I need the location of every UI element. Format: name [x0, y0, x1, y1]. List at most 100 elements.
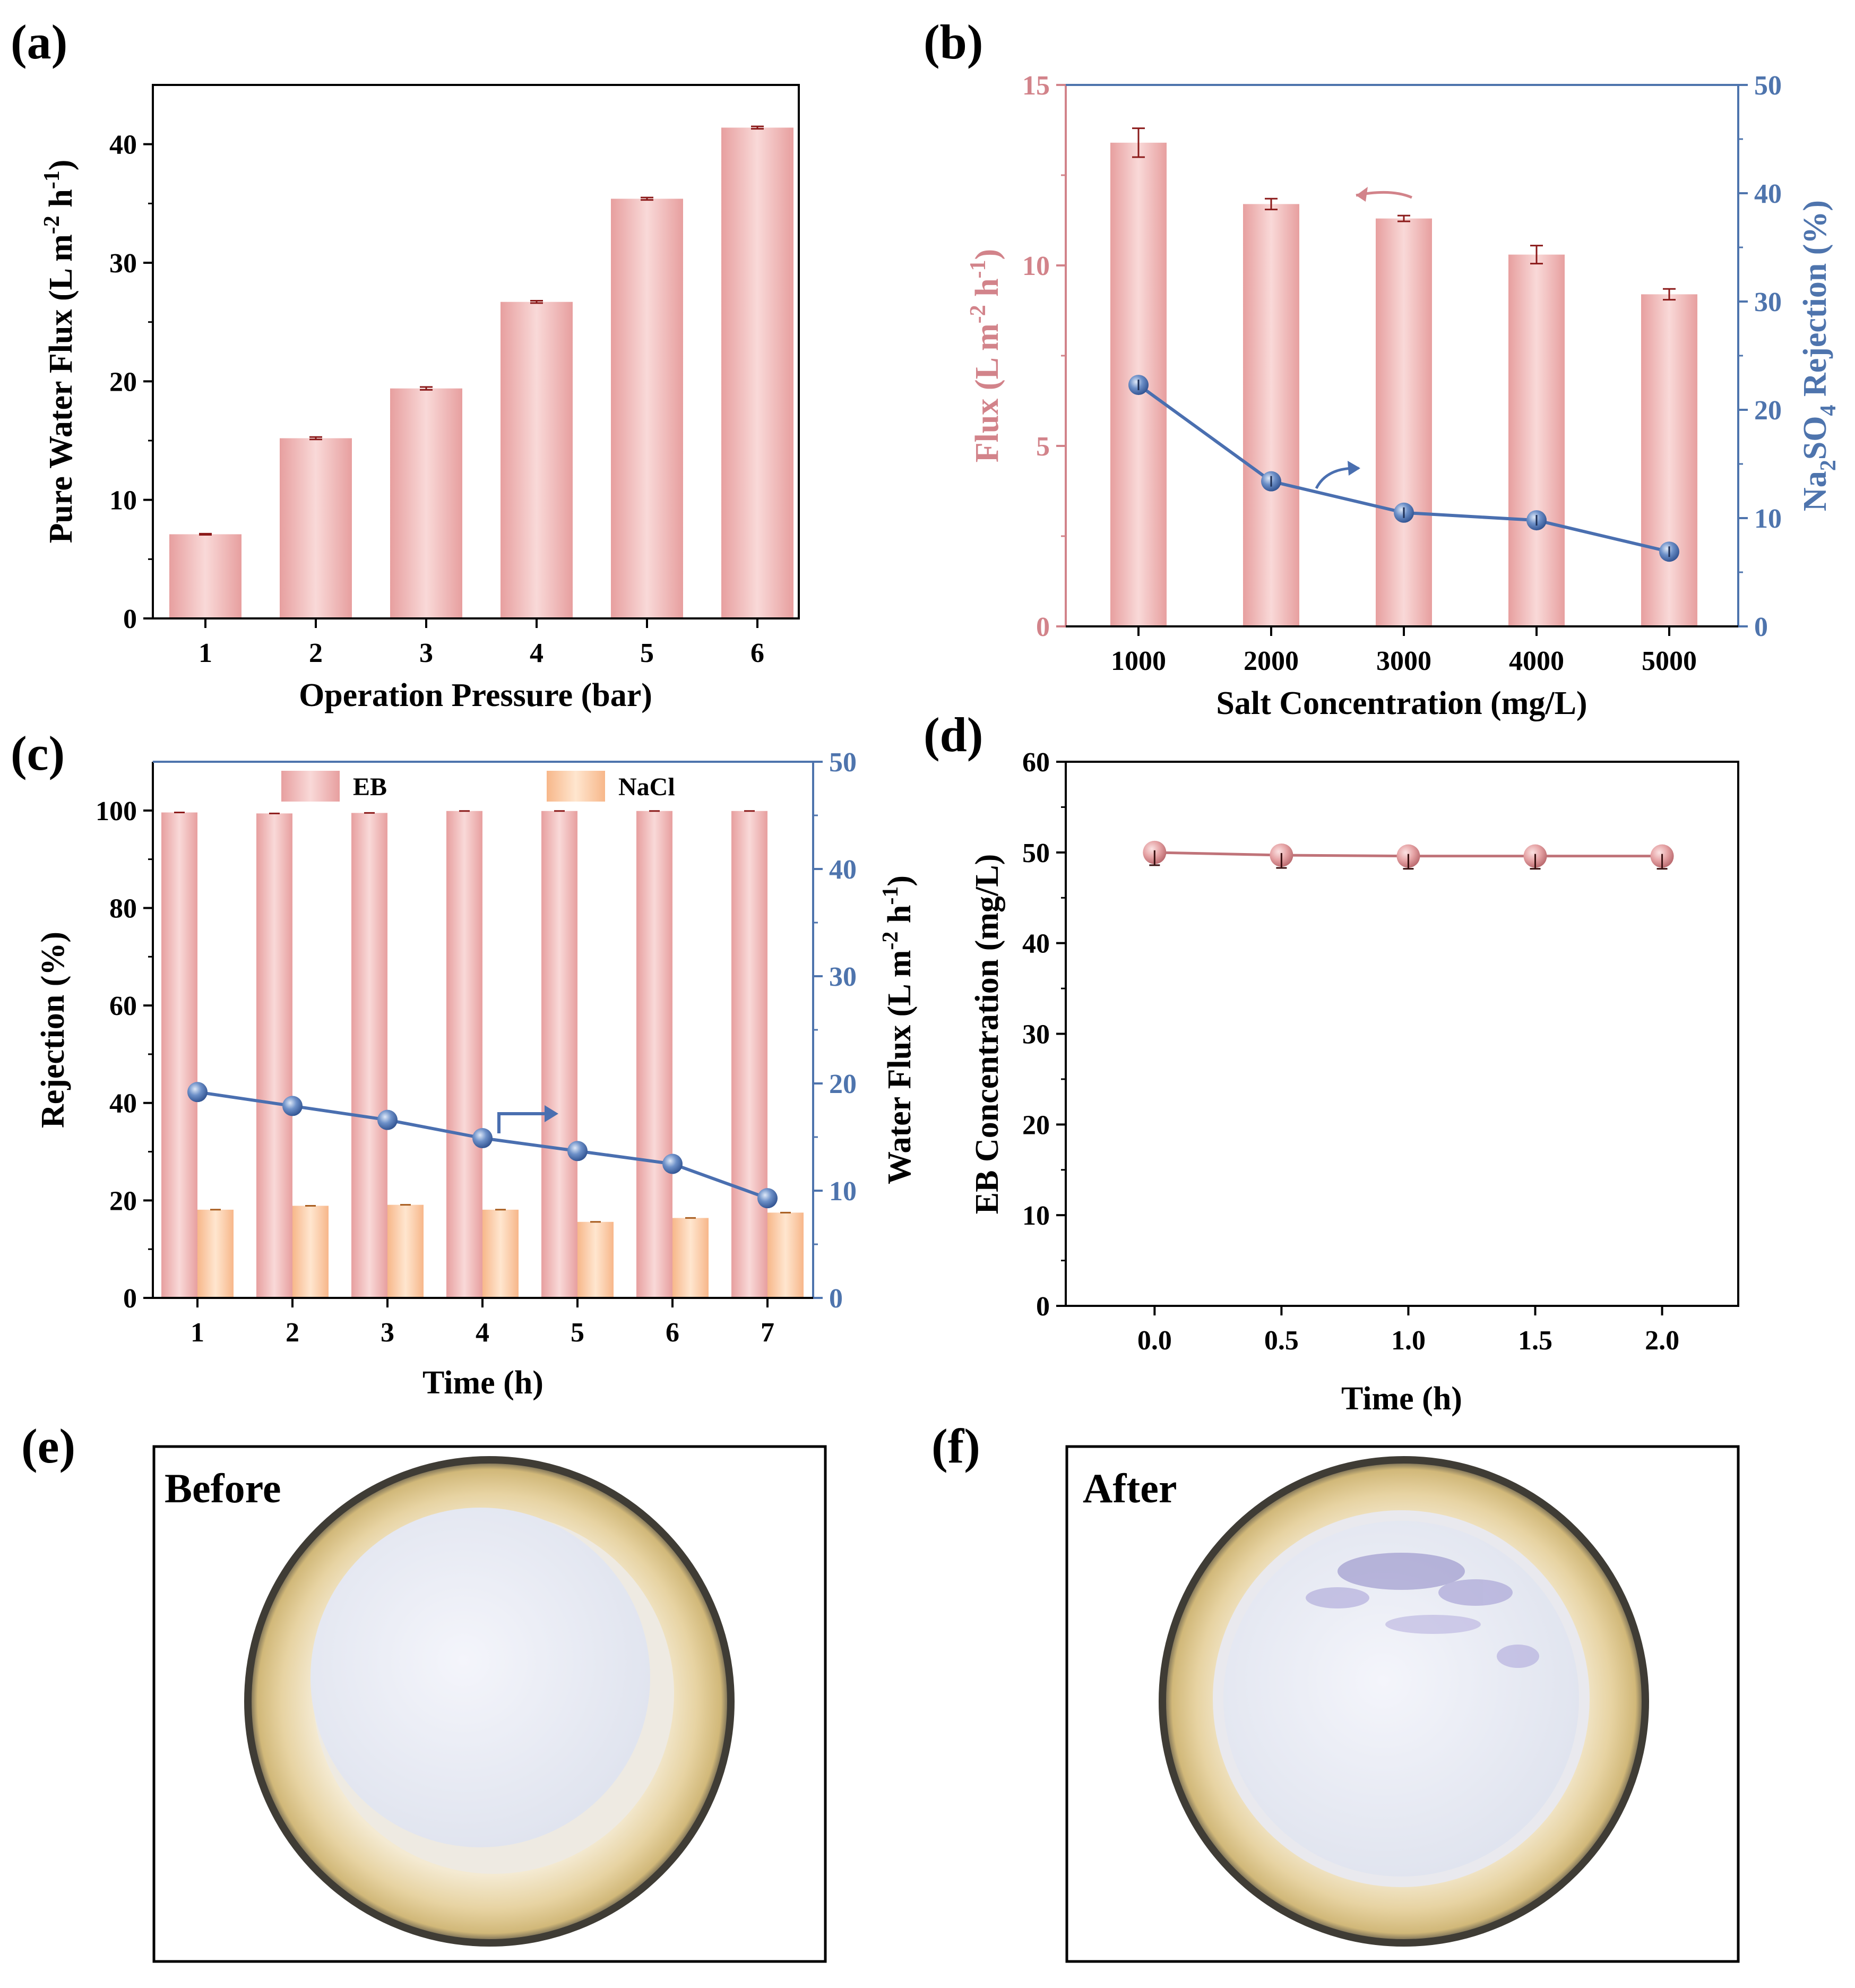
y-tick-label: 10: [1754, 504, 1782, 534]
panel-a-y-label: Pure Water Flux (L m-2 h-1): [40, 160, 79, 544]
y-tick-label: 30: [1754, 287, 1782, 317]
y-tick-label: 30: [829, 962, 857, 992]
x-tick-label: 2: [309, 638, 323, 668]
dish-edge-before: [244, 1456, 735, 1947]
bar-c-eb-4: [446, 811, 482, 1298]
panel-d-y-axis: 0 10 20 30 40 50 60: [1022, 747, 1066, 1322]
x-tick-label: 4: [476, 1318, 489, 1348]
flux-point: [567, 1141, 588, 1161]
bar-c-eb-6: [636, 811, 672, 1298]
x-tick-label: 2000: [1244, 646, 1299, 676]
x-tick-label: 5000: [1642, 646, 1697, 676]
panel-e: (e) Before: [21, 1419, 827, 1963]
y-tick-label: 80: [109, 893, 137, 924]
y-tick-label: 0: [123, 1284, 137, 1314]
panel-c-label: (c): [11, 726, 65, 780]
x-tick-label: 0.0: [1137, 1326, 1172, 1356]
panel-c-right-ticks: 0 10 20 30 40 50: [813, 747, 857, 1314]
y-tick-label: 0: [123, 604, 137, 634]
panel-f-label: (f): [931, 1419, 980, 1473]
x-tick-label: 6: [666, 1318, 679, 1348]
y-tick-label: 30: [109, 248, 137, 279]
bar-c-nacl-4: [482, 1209, 519, 1298]
bar-c-eb-7: [731, 811, 767, 1298]
y-tick-label: 5: [1036, 432, 1050, 462]
panel-b-y-left-label: Flux (L m-2 h-1): [966, 249, 1005, 462]
panel-a-bars: [169, 125, 793, 618]
flux-point: [662, 1154, 683, 1174]
panel-a-x-label: Operation Pressure (bar): [299, 677, 652, 713]
panel-b-flux-arrowhead: [1356, 187, 1368, 202]
panel-c-left-ticks: 0 20 40 60 80 100: [96, 796, 153, 1314]
panel-c-flux-arrow: [497, 1112, 552, 1133]
panel-b-bars: [1110, 127, 1697, 627]
panel-f-caption: After: [1083, 1465, 1177, 1511]
bar-a-6: [721, 127, 793, 618]
panel-b-left-ticks: 0 5 10 15: [1022, 71, 1066, 642]
panel-b-x-axis: 1000 2000 3000 4000 5000: [1111, 626, 1697, 676]
y-tick-label: 10: [829, 1176, 857, 1207]
y-tick-label: 50: [1754, 71, 1782, 101]
y-tick-label: 0: [829, 1284, 843, 1314]
bar-c-eb-1: [161, 812, 197, 1298]
flux-point: [282, 1096, 303, 1116]
bar-b-4000: [1508, 254, 1565, 627]
x-tick-label: 3: [381, 1318, 394, 1348]
y-tick-label: 0: [1036, 612, 1050, 642]
dish-edge-after: [1159, 1456, 1649, 1947]
panel-c-x-axis: 1 2 3 4 5 6 7: [191, 1298, 774, 1348]
x-tick-label: 1.0: [1391, 1326, 1426, 1356]
x-tick-label: 4: [530, 638, 543, 668]
y-tick-label: 10: [1022, 1201, 1050, 1231]
panel-d-y-label: EB Concentration (mg/L): [969, 854, 1005, 1215]
legend-label-nacl: NaCl: [618, 773, 675, 801]
bar-b-3000: [1376, 218, 1432, 627]
x-tick-label: 2.0: [1645, 1326, 1679, 1356]
legend-swatch-nacl: [547, 771, 605, 802]
y-tick-label: 10: [109, 486, 137, 516]
bar-c-nacl-2: [292, 1206, 329, 1298]
x-tick-label: 5: [571, 1318, 584, 1348]
panel-b-x-label: Salt Concentration (mg/L): [1216, 685, 1587, 721]
panel-d-frame: [1065, 761, 1739, 1307]
bar-c-nacl-5: [577, 1221, 614, 1298]
y-tick-label: 60: [1022, 747, 1050, 778]
membrane-dish-before: [244, 1456, 735, 1947]
panel-b-y-right-label: Na2SO4 Rejection (%): [1797, 200, 1841, 511]
y-tick-label: 20: [109, 367, 137, 397]
bar-c-eb-2: [256, 813, 292, 1298]
x-tick-label: 1.5: [1518, 1326, 1552, 1356]
bar-b-5000: [1641, 294, 1697, 626]
y-tick-label: 40: [109, 1089, 137, 1119]
panel-e-label: (e): [21, 1419, 75, 1473]
bar-a-2: [280, 438, 352, 618]
x-tick-label: 3: [419, 638, 433, 668]
panel-a-x-axis: 1 2 3 4 5 6: [199, 618, 764, 668]
x-tick-label: 2: [286, 1318, 299, 1348]
y-tick-label: 10: [1022, 251, 1050, 281]
dye-stain-spots: [1306, 1553, 1539, 1668]
x-tick-label: 4000: [1509, 646, 1564, 676]
panel-b-label: (b): [924, 15, 983, 69]
x-tick-label: 7: [761, 1318, 774, 1348]
panel-b: (b) 0 5 10 15 0 10 20 30 40 50 1000 2000 3000 4000 5…: [924, 15, 1841, 721]
panel-d-x-label: Time (h): [1341, 1381, 1462, 1417]
bar-c-nacl-7: [767, 1212, 804, 1298]
y-tick-label: 60: [109, 991, 137, 1021]
panel-a-label: (a): [11, 15, 67, 69]
legend-swatch-eb: [281, 771, 340, 802]
x-tick-label: 6: [750, 638, 764, 668]
bar-a-5: [611, 199, 683, 618]
y-tick-label: 20: [1754, 395, 1782, 426]
y-tick-label: 20: [829, 1069, 857, 1099]
y-tick-label: 0: [1754, 612, 1768, 642]
y-tick-label: 20: [1022, 1110, 1050, 1140]
flux-point: [757, 1188, 778, 1209]
panel-c-x-label: Time (h): [422, 1365, 543, 1401]
bar-c-nacl-3: [387, 1204, 424, 1298]
bar-c-eb-3: [351, 813, 387, 1298]
y-tick-label: 40: [1754, 179, 1782, 209]
y-tick-label: 40: [109, 130, 137, 160]
